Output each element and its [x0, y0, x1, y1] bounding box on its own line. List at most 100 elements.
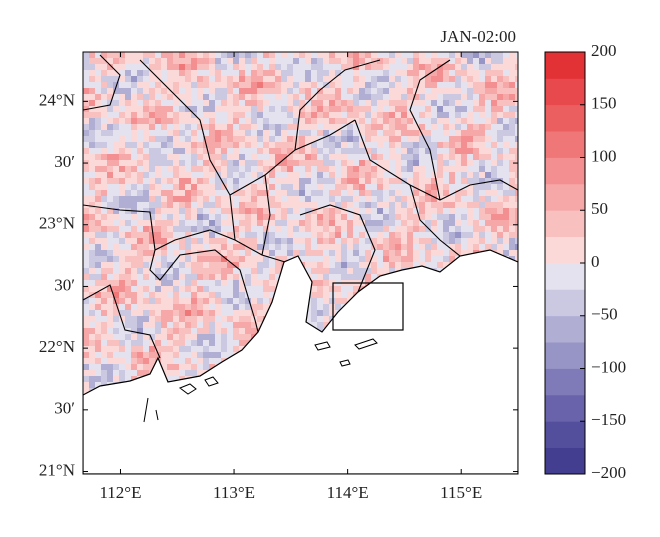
field-cell	[347, 64, 354, 71]
field-cell	[485, 232, 492, 239]
field-cell	[191, 88, 198, 95]
field-cell	[119, 52, 126, 59]
field-cell	[503, 52, 510, 59]
field-cell	[83, 232, 90, 239]
field-cell	[383, 118, 390, 125]
field-cell	[455, 106, 462, 113]
field-cell	[341, 160, 348, 167]
field-cell	[233, 232, 240, 239]
field-cell	[155, 178, 162, 185]
field-cell	[341, 136, 348, 143]
field-cell	[131, 52, 138, 59]
field-cell	[341, 172, 348, 179]
field-cell	[455, 58, 462, 65]
field-cell	[419, 76, 426, 83]
field-cell	[131, 88, 138, 95]
field-cell	[455, 184, 462, 191]
field-cell	[173, 364, 180, 371]
field-cell	[485, 208, 492, 215]
field-cell	[161, 310, 168, 317]
field-cell	[443, 112, 450, 119]
field-cell	[479, 244, 486, 251]
field-cell	[431, 106, 438, 113]
field-cell	[353, 124, 360, 131]
field-cell	[155, 244, 162, 251]
field-cell	[395, 52, 402, 59]
field-cell	[371, 232, 378, 239]
field-cell	[317, 280, 324, 287]
field-cell	[431, 160, 438, 167]
field-cell	[281, 166, 288, 173]
field-cell	[137, 226, 144, 233]
field-cell	[395, 106, 402, 113]
field-cell	[359, 100, 366, 107]
field-cell	[269, 112, 276, 119]
field-cell	[179, 274, 186, 281]
field-cell	[263, 214, 270, 221]
field-cell	[449, 142, 456, 149]
field-cell	[191, 340, 198, 347]
field-cell	[245, 82, 252, 89]
field-cell	[389, 76, 396, 83]
field-cell	[377, 70, 384, 77]
field-cell	[83, 142, 90, 149]
field-cell	[113, 160, 120, 167]
field-cell	[449, 112, 456, 119]
field-cell	[107, 82, 114, 89]
field-cell	[323, 268, 330, 275]
field-cell	[347, 268, 354, 275]
field-cell	[419, 154, 426, 161]
field-cell	[215, 256, 222, 263]
field-cell	[311, 184, 318, 191]
field-cell	[323, 112, 330, 119]
field-cell	[239, 268, 246, 275]
field-cell	[239, 100, 246, 107]
field-cell	[479, 142, 486, 149]
field-cell	[119, 208, 126, 215]
field-cell	[353, 88, 360, 95]
field-cell	[353, 256, 360, 263]
field-cell	[215, 232, 222, 239]
field-cell	[395, 58, 402, 65]
field-cell	[143, 82, 150, 89]
field-cell	[311, 100, 318, 107]
field-cell	[371, 220, 378, 227]
field-cell	[425, 214, 432, 221]
field-cell	[395, 148, 402, 155]
field-cell	[119, 304, 126, 311]
field-cell	[107, 376, 114, 383]
field-cell	[437, 64, 444, 71]
field-cell	[473, 244, 480, 251]
field-cell	[125, 322, 132, 329]
field-cell	[479, 172, 486, 179]
field-cell	[305, 250, 312, 257]
field-cell	[233, 202, 240, 209]
field-cell	[143, 352, 150, 359]
field-cell	[503, 214, 510, 221]
field-cell	[347, 94, 354, 101]
field-cell	[395, 124, 402, 131]
field-cell	[131, 124, 138, 131]
field-cell	[137, 352, 144, 359]
field-cell	[95, 214, 102, 221]
field-cell	[143, 346, 150, 353]
field-cell	[209, 328, 216, 335]
field-cell	[119, 268, 126, 275]
field-cell	[209, 280, 216, 287]
field-cell	[203, 226, 210, 233]
field-cell	[209, 70, 216, 77]
field-cell	[149, 196, 156, 203]
field-cell	[173, 124, 180, 131]
field-cell	[293, 250, 300, 257]
field-cell	[215, 118, 222, 125]
field-cell	[119, 358, 126, 365]
field-cell	[461, 184, 468, 191]
field-cell	[137, 190, 144, 197]
field-cell	[419, 112, 426, 119]
field-cell	[455, 202, 462, 209]
field-cell	[191, 154, 198, 161]
field-cell	[449, 82, 456, 89]
field-cell	[179, 196, 186, 203]
field-cell	[365, 220, 372, 227]
field-cell	[221, 208, 228, 215]
